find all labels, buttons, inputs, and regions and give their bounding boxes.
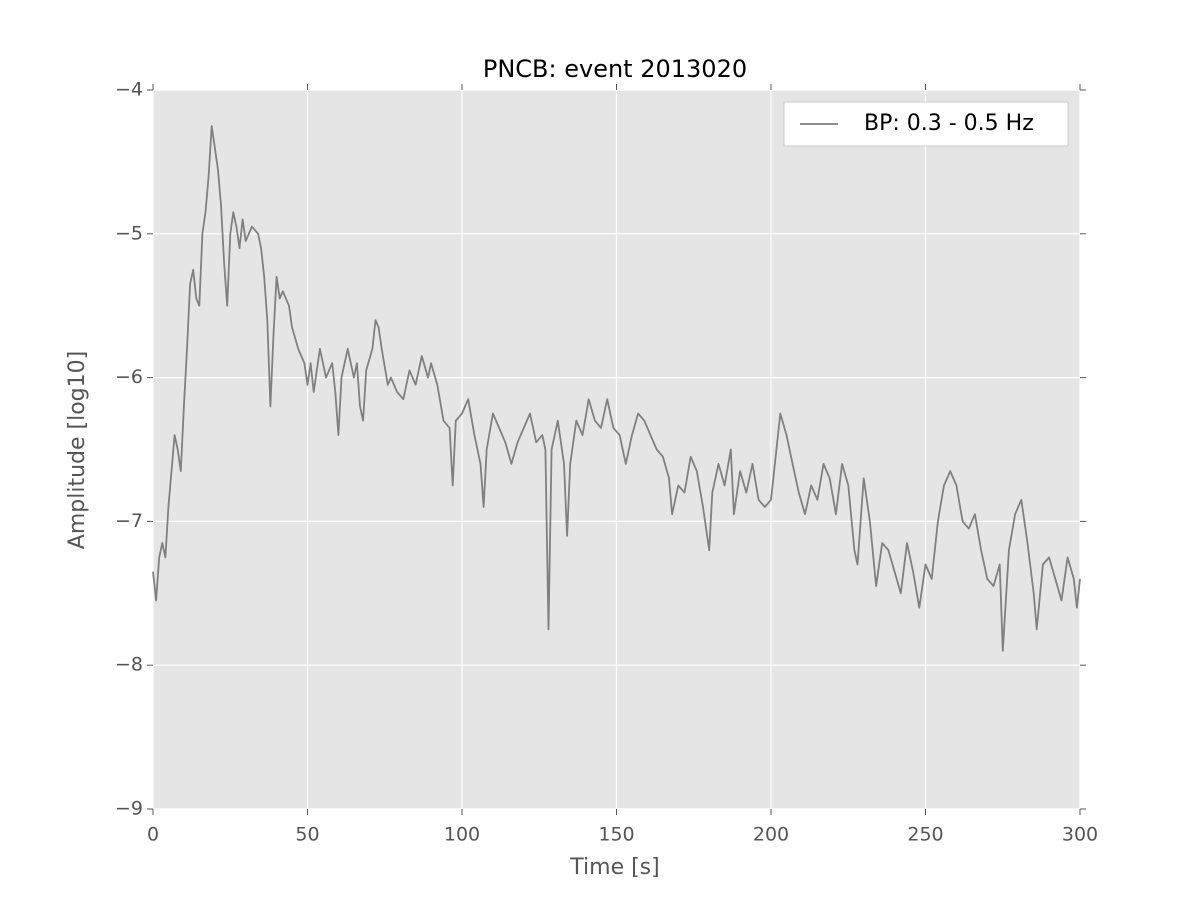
- y-tick-label: −5: [115, 222, 143, 244]
- y-tick-label: −6: [115, 366, 143, 388]
- x-tick-label: 250: [907, 824, 943, 846]
- chart-title: PNCB: event 2013020: [483, 55, 747, 83]
- x-tick-label: 200: [753, 824, 789, 846]
- data-line: [152, 125, 1081, 652]
- x-tick-label: 100: [444, 824, 480, 846]
- y-axis-label: Amplitude [log10]: [65, 351, 90, 549]
- x-tick-label: 150: [598, 824, 634, 846]
- marks: [152, 125, 1081, 652]
- x-tick-label: 50: [295, 824, 319, 846]
- legend: BP: 0.3 - 0.5 Hz: [783, 101, 1069, 147]
- x-axis-label: Time [s]: [569, 855, 659, 880]
- y-tick-label: −7: [115, 510, 143, 532]
- y-tick-label: −8: [115, 654, 143, 676]
- y-tick-label: −9: [115, 798, 143, 820]
- x-tick-label: 300: [1062, 824, 1098, 846]
- x-tick-label: 0: [147, 824, 159, 846]
- y-tick-label: −4: [115, 79, 143, 101]
- legend-label: BP: 0.3 - 0.5 Hz: [864, 111, 1034, 136]
